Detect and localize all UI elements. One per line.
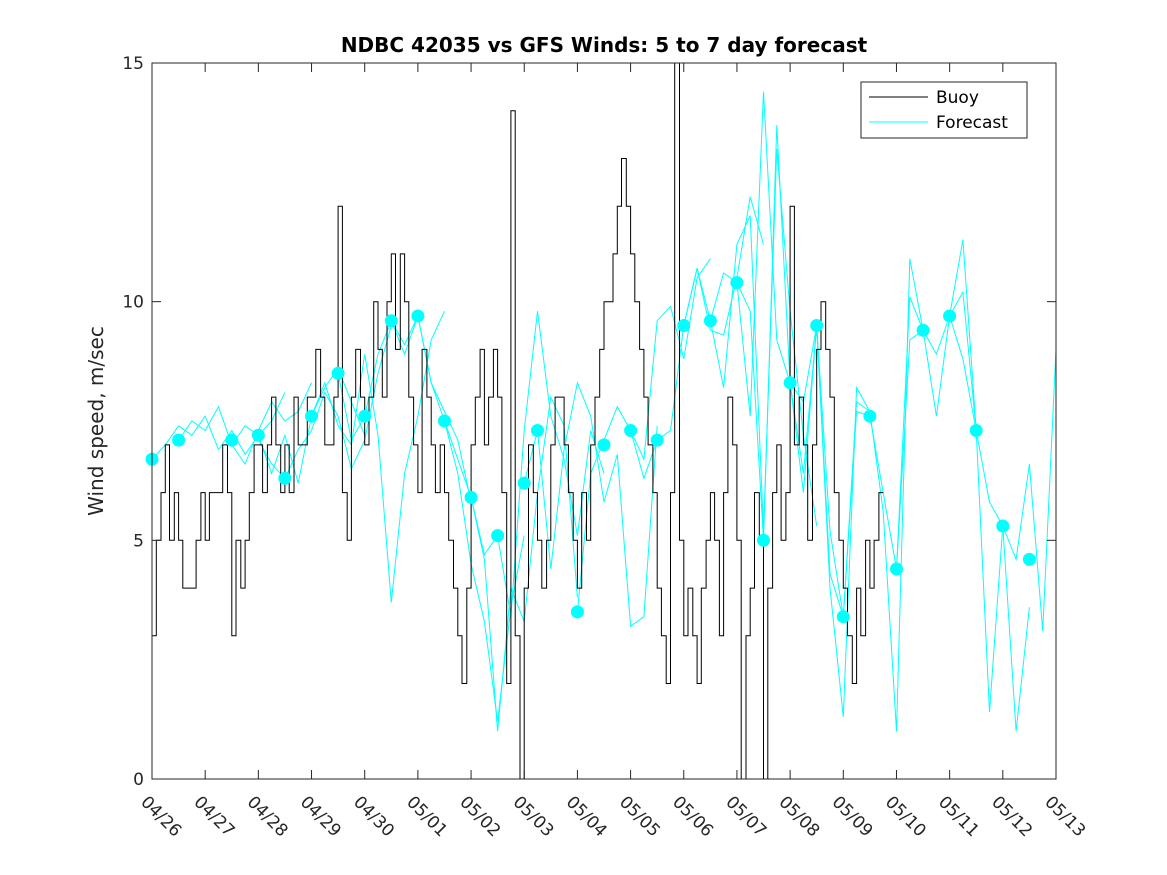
forecast-marker <box>331 366 345 380</box>
forecast-marker <box>411 309 425 323</box>
legend-label-forecast: Forecast <box>936 113 1008 133</box>
x-tick-label: 04/30 <box>349 792 398 841</box>
legend: Buoy Forecast <box>860 81 1028 139</box>
buoy-line <box>152 63 884 779</box>
forecast-run-line-9 <box>523 381 658 628</box>
x-tick-label: 05/13 <box>1040 792 1089 841</box>
forecast-marker <box>624 424 638 437</box>
x-tick-label: 05/10 <box>881 792 930 841</box>
forecast-marker <box>305 409 318 423</box>
forecast-marker <box>278 471 292 485</box>
chart-title: NDBC 42035 vs GFS Winds: 5 to 7 day fore… <box>341 33 868 57</box>
x-tick-label: 05/12 <box>987 792 1036 841</box>
forecast-marker <box>531 424 544 437</box>
x-tick-label: 05/06 <box>668 792 717 841</box>
y-tick-label: 0 <box>133 770 144 790</box>
plot-frame <box>151 62 1057 780</box>
forecast-marker <box>358 409 372 423</box>
forecast-run-line-18 <box>949 315 1056 713</box>
x-tick-label: 05/11 <box>934 792 983 841</box>
forecast-marker <box>517 476 531 490</box>
y-axis: 0 5 10 15 <box>122 54 1056 790</box>
forecast-marker <box>1022 552 1036 566</box>
forecast-marker <box>438 414 451 428</box>
forecast-marker <box>677 319 691 332</box>
forecast-run-line-12 <box>683 148 818 531</box>
forecast-marker <box>943 309 957 323</box>
forecast-marker <box>916 323 930 337</box>
x-tick-label: 05/05 <box>615 792 664 841</box>
x-tick-label: 05/07 <box>721 792 770 841</box>
forecast-marker <box>597 438 611 452</box>
x-tick-label: 04/26 <box>136 792 185 841</box>
forecast-marker <box>384 314 398 328</box>
forecast-run-line-11 <box>630 196 764 480</box>
forecast-run-line-8 <box>470 311 605 617</box>
forecast-series <box>152 91 1056 732</box>
forecast-run-line-1 <box>178 382 312 466</box>
forecast-run-line-13 <box>709 91 844 617</box>
x-tick-label: 04/29 <box>296 792 345 841</box>
forecast-marker <box>810 319 824 332</box>
x-tick-label: 04/28 <box>243 792 292 841</box>
forecast-marker <box>757 533 770 547</box>
forecast-run-line-10 <box>576 258 711 612</box>
forecast-marker <box>836 610 850 624</box>
forecast-marker <box>650 433 664 447</box>
forecast-marker <box>783 376 797 390</box>
y-tick-label: 15 <box>122 54 144 74</box>
forecast-marker <box>172 433 186 447</box>
y-tick-label: 5 <box>133 531 144 551</box>
legend-box <box>860 81 1028 139</box>
y-axis-label: Wind speed, m/sec <box>84 326 108 516</box>
forecast-marker <box>570 605 584 619</box>
legend-label-buoy: Buoy <box>936 88 979 108</box>
forecast-run-line-15 <box>789 258 924 732</box>
forecast-marker <box>251 428 265 442</box>
forecast-marker <box>491 529 505 543</box>
forecast-marker <box>225 433 239 447</box>
forecast-run-line-16 <box>842 239 977 617</box>
x-tick-label: 04/27 <box>190 792 239 841</box>
forecast-marker <box>969 424 983 437</box>
forecast-marker <box>890 562 903 576</box>
forecast-markers <box>145 276 1036 624</box>
forecast-marker <box>996 519 1010 533</box>
x-tick-label: 05/04 <box>562 792 611 841</box>
y-tick-label: 10 <box>122 293 144 313</box>
x-tick-label: 05/09 <box>828 792 877 841</box>
x-tick-label: 05/02 <box>456 792 505 841</box>
x-tick-label: 05/03 <box>509 792 558 841</box>
x-tick-label: 05/08 <box>775 792 824 841</box>
forecast-marker <box>464 490 478 504</box>
forecast-marker <box>703 314 717 328</box>
forecast-marker <box>863 409 877 423</box>
x-tick-label: 05/01 <box>402 792 451 841</box>
forecast-run-line-0 <box>152 392 286 460</box>
buoy-series <box>152 63 884 779</box>
forecast-marker <box>730 276 744 290</box>
